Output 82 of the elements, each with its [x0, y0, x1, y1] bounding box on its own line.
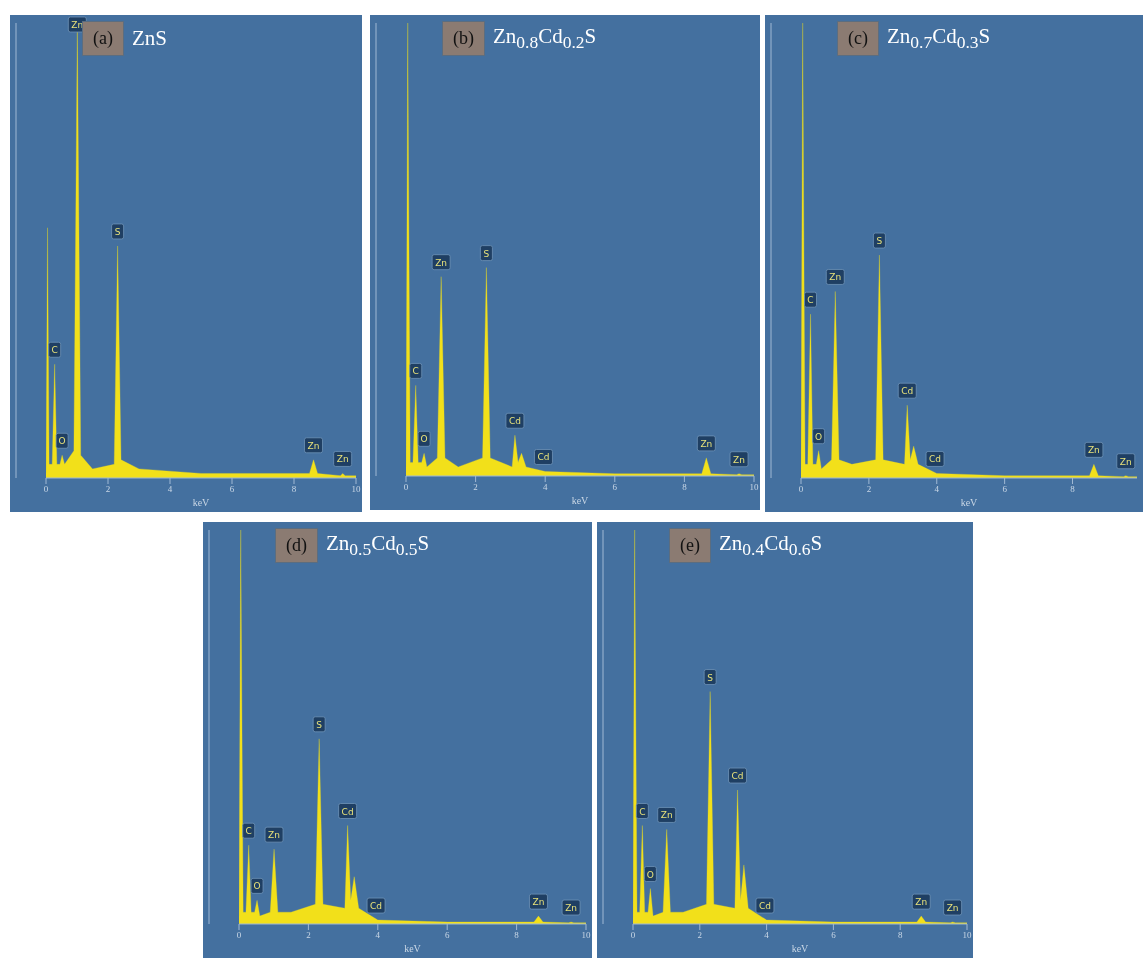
- annotation: Zn: [71, 20, 84, 30]
- annotation: Zn: [268, 830, 280, 841]
- annotation: S: [316, 719, 323, 730]
- annotation: Cd: [341, 806, 354, 817]
- chart-title: (c): [837, 21, 879, 56]
- chart-subtitle: ZnS: [131, 26, 167, 51]
- chart-subtitle: Zn$_{0.7}$Cd$_{0.3}$S: [886, 23, 991, 54]
- chart-subtitle: Zn$_{0.8}$Cd$_{0.2}$S: [493, 23, 597, 54]
- annotation: Zn: [700, 438, 713, 449]
- annotation: Cd: [508, 416, 521, 427]
- annotation: O: [58, 436, 66, 447]
- annotation: Zn: [829, 272, 842, 283]
- annotation: O: [646, 869, 654, 880]
- x-tick-label: 2: [105, 484, 111, 495]
- x-tick-label: 0: [236, 930, 242, 941]
- annotation: Zn: [1119, 456, 1132, 467]
- annotation: S: [707, 672, 714, 683]
- chart-title: (e): [669, 528, 711, 563]
- chart-subtitle: Zn$_{0.4}$Cd$_{0.6}$S: [718, 530, 823, 561]
- x-tick-label: 10: [962, 930, 972, 941]
- chart-title: (b): [442, 21, 485, 56]
- annotation: Cd: [929, 454, 942, 465]
- annotation: Zn: [435, 257, 448, 268]
- x-tick-label: 4: [764, 930, 770, 941]
- x-tick-label: 8: [682, 482, 688, 493]
- x-tick-label: 10: [351, 484, 361, 495]
- x-tick-label: 8: [291, 484, 297, 495]
- x-tick-label: 10: [749, 482, 759, 493]
- x-tick-label: 4: [375, 930, 381, 941]
- x-tick-label: 4: [934, 484, 940, 495]
- annotation: Cd: [901, 386, 914, 397]
- annotation: Zn: [532, 897, 545, 908]
- x-tick-label: 2: [306, 930, 311, 941]
- annotation: S: [483, 248, 490, 259]
- x-tick-label: 2: [697, 930, 703, 941]
- annotation: C: [412, 366, 419, 377]
- annotation: S: [876, 236, 883, 247]
- x-tick-label: 6: [229, 484, 235, 495]
- x-tick-label: 2: [473, 482, 478, 493]
- annotation: C: [807, 295, 814, 306]
- x-tick-label: 0: [630, 930, 636, 941]
- x-tick-label: 0: [403, 482, 409, 493]
- x-axis-title: keV: [192, 497, 211, 508]
- annotation: Cd: [370, 901, 383, 912]
- x-tick-label: 4: [167, 484, 173, 495]
- annotation: Cd: [731, 771, 744, 782]
- annotation: Zn: [660, 810, 673, 821]
- annotation: Cd: [758, 901, 771, 912]
- x-tick-label: 6: [1002, 484, 1008, 495]
- annotation: Zn: [336, 454, 349, 465]
- annotation: C: [51, 345, 58, 356]
- x-axis-title: keV: [960, 497, 979, 508]
- x-axis-title: keV: [571, 495, 590, 506]
- annotation: C: [639, 806, 646, 817]
- x-tick-label: 8: [1070, 484, 1076, 495]
- annotation: O: [815, 431, 823, 442]
- x-tick-label: 6: [612, 482, 618, 493]
- annotation: C: [245, 826, 252, 837]
- annotation: Cd: [537, 452, 550, 463]
- x-tick-label: 4: [542, 482, 548, 493]
- x-tick-label: 6: [444, 930, 450, 941]
- x-tick-label: 2: [866, 484, 872, 495]
- x-tick-label: 10: [581, 930, 591, 941]
- annotation: Zn: [946, 903, 959, 914]
- chart-subtitle: Zn$_{0.5}$Cd$_{0.5}$S: [326, 530, 430, 561]
- x-tick-label: 0: [798, 484, 804, 495]
- annotation: O: [420, 434, 428, 445]
- chart-title: (a): [82, 21, 124, 56]
- x-tick-label: 8: [897, 930, 903, 941]
- chart-title: (d): [275, 528, 318, 563]
- annotation: Zn: [565, 903, 578, 914]
- annotation: Zn: [1087, 445, 1100, 456]
- annotation: Zn: [307, 440, 320, 451]
- x-axis-title: keV: [404, 943, 422, 954]
- x-tick-label: 8: [514, 930, 520, 941]
- annotation: S: [114, 226, 121, 237]
- annotation: Zn: [733, 454, 745, 465]
- x-tick-label: 0: [43, 484, 49, 495]
- x-tick-label: 6: [831, 930, 837, 941]
- x-axis-title: keV: [791, 943, 810, 954]
- annotation: Zn: [915, 897, 928, 908]
- annotation: O: [253, 881, 261, 892]
